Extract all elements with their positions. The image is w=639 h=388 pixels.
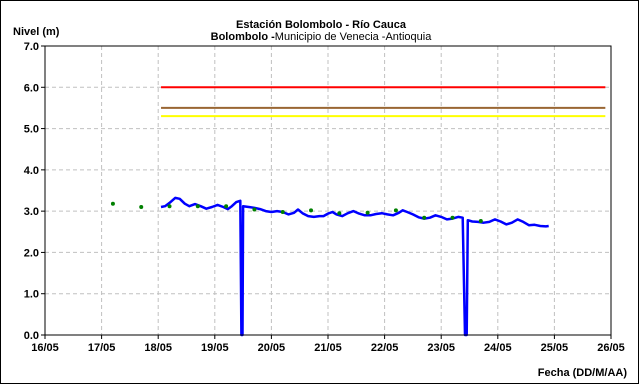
- y-tick-label: 6.0: [24, 82, 39, 94]
- scatter-point: [337, 211, 342, 216]
- y-tick-label: 7.0: [24, 41, 39, 53]
- x-tick-label: 18/05: [144, 342, 172, 354]
- x-tick-label: 20/05: [258, 342, 286, 354]
- level-series-line: [160, 196, 549, 337]
- scatter-point: [478, 219, 483, 224]
- scatter-point: [252, 207, 257, 212]
- x-tick-label: 17/05: [88, 342, 116, 354]
- scatter-point: [393, 208, 398, 213]
- scatter-point: [280, 209, 285, 214]
- scatter-point: [224, 204, 229, 209]
- x-tick-label: 25/05: [541, 342, 569, 354]
- x-tick-label: 23/05: [427, 342, 455, 354]
- chart-subtitle: Bolombolo -Municipio de Venecia -Antioqu…: [211, 31, 433, 43]
- chart-subtitle-bold: Bolombolo -: [211, 31, 275, 43]
- scatter-point: [365, 210, 370, 215]
- y-tick-label: 1.0: [24, 289, 39, 301]
- scatter-point: [110, 201, 115, 206]
- x-tick-label: 16/05: [31, 342, 59, 354]
- y-axis-label: Nivel (m): [13, 26, 60, 38]
- x-tick-label: 24/05: [484, 342, 512, 354]
- scatter-point: [167, 204, 172, 209]
- scatter-point: [195, 204, 200, 209]
- x-tick-label: 19/05: [201, 342, 229, 354]
- x-tick-label: 21/05: [314, 342, 342, 354]
- y-tick-label: 0.0: [24, 330, 39, 342]
- plot-border: [44, 45, 612, 336]
- x-tick-label: 26/05: [597, 342, 625, 354]
- y-tick-label: 5.0: [24, 124, 39, 136]
- chart-subtitle-regular: Municipio de Venecia -Antioquia: [275, 31, 432, 43]
- x-axis-label: Fecha (DD/M/AA): [538, 367, 628, 379]
- y-tick-label: 3.0: [24, 206, 39, 218]
- x-tick-label: 22/05: [371, 342, 399, 354]
- scatter-point: [450, 215, 455, 220]
- y-tick-label: 4.0: [24, 165, 39, 177]
- chart-title: Estación Bolombolo - Río Cauca: [236, 19, 407, 31]
- scatter-point: [139, 205, 144, 210]
- scatter-point: [422, 215, 427, 220]
- scatter-point: [309, 208, 314, 213]
- y-tick-label: 2.0: [24, 247, 39, 259]
